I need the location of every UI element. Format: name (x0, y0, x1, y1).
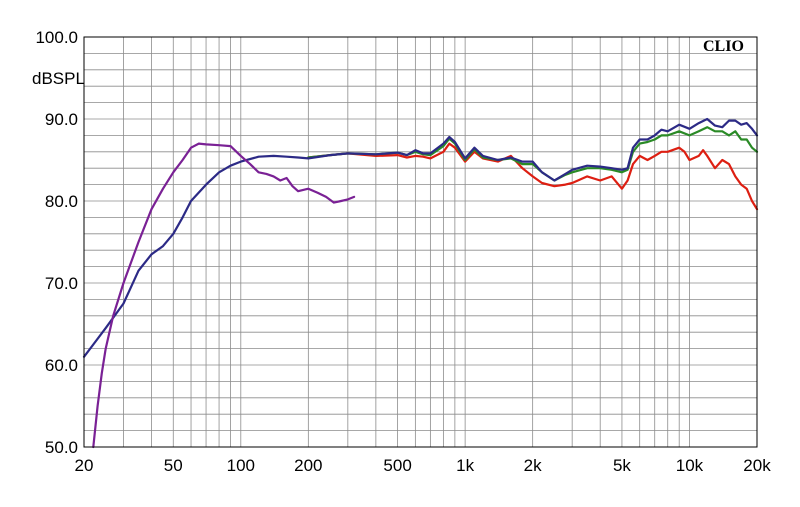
x-tick-label: 50 (164, 456, 183, 475)
y-tick-label: 90.0 (45, 110, 78, 129)
y-axis: 100.0 90.0 80.0 70.0 60.0 50.0 (35, 28, 78, 457)
grid (84, 37, 757, 447)
series-line-4 (92, 142, 356, 449)
series-line-3 (82, 117, 759, 358)
series-line-2 (307, 126, 759, 182)
x-tick-label: 20 (75, 456, 94, 475)
y-axis-label: dBSPL (32, 69, 85, 88)
y-tick-label: 100.0 (35, 28, 78, 47)
series-line-1 (307, 142, 759, 211)
y-tick-label: 60.0 (45, 356, 78, 375)
y-tick-label: 70.0 (45, 274, 78, 293)
series-group (82, 117, 759, 449)
x-tick-label: 2k (524, 456, 542, 475)
x-tick-label: 200 (294, 456, 322, 475)
x-tick-label: 1k (456, 456, 474, 475)
x-tick-label: 10k (676, 456, 704, 475)
x-axis: 20 50 100 200 500 1k 2k 5k 10k 20k (75, 456, 772, 475)
y-tick-label: 50.0 (45, 438, 78, 457)
y-tick-label: 80.0 (45, 192, 78, 211)
x-tick-label: 500 (383, 456, 411, 475)
x-tick-label: 20k (743, 456, 771, 475)
x-tick-label: 100 (227, 456, 255, 475)
plot-frame (83, 36, 758, 448)
x-tick-label: 5k (613, 456, 631, 475)
brand-label: CLIO (703, 38, 744, 55)
